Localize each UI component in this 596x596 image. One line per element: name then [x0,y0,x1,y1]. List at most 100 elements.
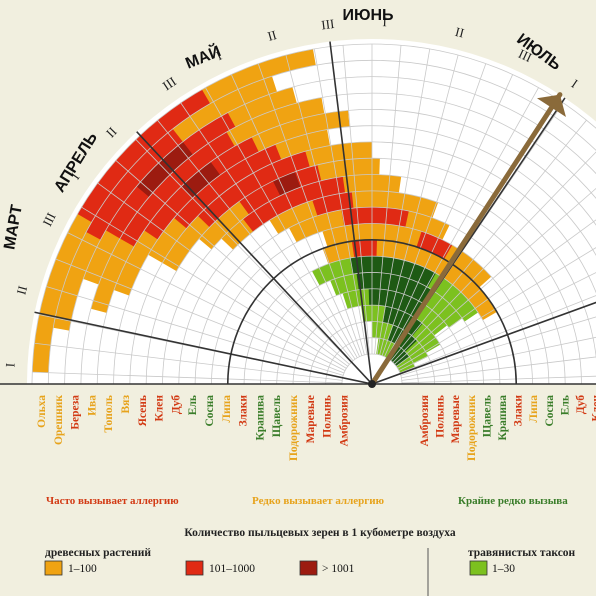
plant-label: Вяз [120,395,132,414]
legend-swatch [44,560,63,576]
segment-line [230,74,360,357]
plant-label: Крапива [254,395,266,441]
segment-line [401,356,596,381]
segment-line [257,63,363,356]
legend-swatch-label: 1–100 [68,563,97,575]
month-dividers [34,41,596,385]
center-point [368,380,376,388]
segment-line [394,187,596,365]
plant-labels-left: Ольха Орешник Береза Ива Тополь Вяз Ясень Клен Д… [36,395,350,461]
segment-line [376,48,431,355]
plant-label: Тополь [103,395,115,433]
decade-label: I [214,48,224,63]
plant-label: Амброзия [419,395,431,447]
month-label: МАЙ [183,41,224,72]
plant-label: Маревые [450,395,462,443]
decade-label: I [569,76,581,91]
pollen-cell [148,129,330,263]
plant-label: Щавель [271,395,283,437]
segment-line [397,247,596,369]
plant-label: Полынь [322,395,334,438]
segment-line [381,63,487,356]
plant-label: Полынь [435,395,447,438]
plant-label: Орешник [53,395,65,445]
segment-line [115,160,350,365]
segment-line [392,151,596,363]
month-divider [329,41,373,385]
segment-line [157,119,354,361]
pollen-cell [174,144,282,229]
plant-label: Крапива [497,395,509,441]
plant-label: Злаки [238,395,250,427]
plant-label: Клен [591,395,596,422]
pollen-cell [77,89,211,223]
segment-line [135,139,352,363]
segment-line [205,87,358,359]
plant-label: Ясень [137,395,149,426]
segment-line [180,102,356,360]
segment-line [342,45,370,355]
time-arrow [369,92,563,387]
decade-label: III [160,74,179,94]
segment-line [97,182,349,367]
segment-line [401,336,596,379]
pollen-cell [269,190,439,234]
plant-label: Подорожник [466,395,478,461]
decade-label: II [13,284,30,296]
segment-line [67,232,346,371]
legend-swatch-label: > 1001 [322,563,355,575]
pollen-cell [322,239,497,321]
month-divider [371,301,596,385]
arrow-head [537,94,566,118]
pollen-cell [113,110,350,296]
segment-line [395,219,596,367]
plant-label: Липа [528,395,540,423]
pollen-cell [243,176,346,232]
month-divider [34,311,373,385]
pollen-cell [382,306,423,336]
plant-labels-right: Амброзия Полынь Маревые Подорожник Щавель Кра… [419,395,596,461]
plant-label: Ель [187,395,199,415]
legend-grasses: травянистых таксон [468,547,576,559]
decade-label: II [454,24,466,41]
pollen-cell [368,288,426,319]
decade-label: III [39,210,58,228]
plant-label: Дуб [575,395,587,415]
decade-label: I [2,362,17,367]
legend-often: Часто вызывает аллергию [46,495,179,507]
plant-label: Дуб [170,395,182,415]
month-label: МАРТ [1,203,26,251]
plant-label: Подорожник [288,395,300,461]
plant-label: Щавель [481,395,493,437]
legend-very-rarely: Крайне редко вызыва [458,495,568,507]
plant-label: Сосна [204,395,216,427]
segment-line [379,54,459,356]
segment-line [46,286,344,376]
plant-label: Злаки [513,395,525,427]
segment-line [384,74,514,357]
segment-line [313,48,368,355]
segment-line [386,87,539,359]
segment-line [55,258,345,374]
legend-swatch [299,560,318,576]
pollen-cell [105,112,236,239]
plant-label: Ель [559,395,571,415]
pollen-cell [86,128,183,240]
pollen-cell [361,305,441,353]
decade-label: I [382,14,387,29]
legend-swatch [185,560,204,576]
segment-line [34,342,343,381]
segment-line [374,45,402,355]
decade-label: III [516,46,534,65]
plant-label: Ива [86,395,98,416]
month-label: ИЮНЬ [342,7,393,24]
pollen-cell [83,87,297,285]
zone-divider [226,238,518,385]
plant-label: Клен [154,395,166,422]
pollen-cell [289,207,450,243]
legend-rarely: Редко вызывает аллергию [252,495,384,507]
month-divider [136,131,373,385]
plant-label: Ольха [36,395,48,428]
